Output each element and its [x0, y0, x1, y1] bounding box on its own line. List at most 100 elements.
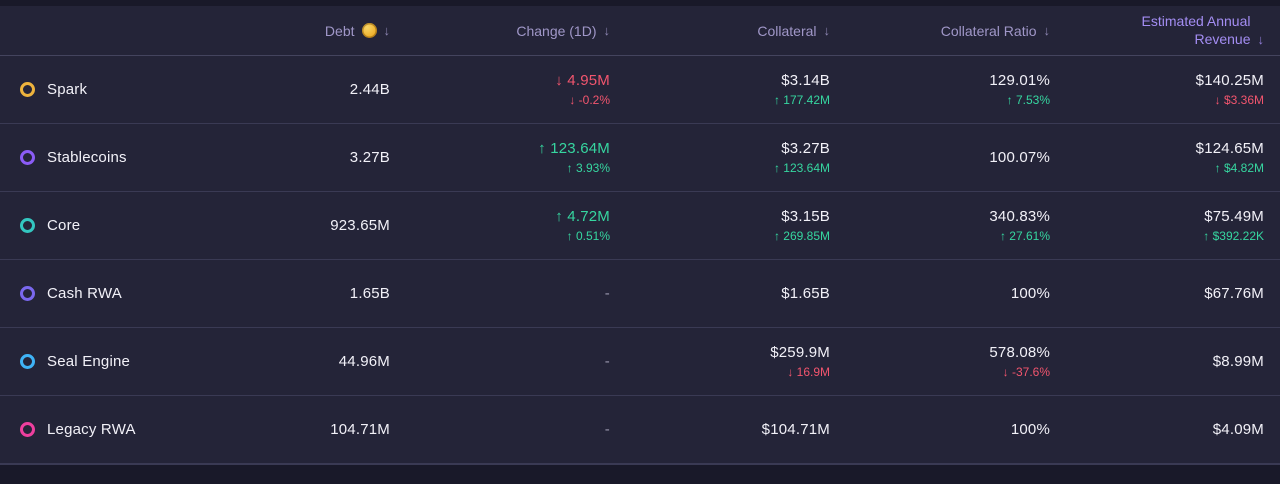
table-body: Spark 2.44B ↓ 4.95M ↓ -0.2% $3.14B ↑ 177… — [0, 56, 1280, 464]
sort-down-icon: ↓ — [383, 23, 391, 38]
collateral-ratio-cell: 340.83% ↑ 27.61% — [830, 208, 1050, 243]
column-label: Collateral Ratio — [940, 22, 1037, 39]
column-header-estimated-annual-revenue[interactable]: Estimated Annual Revenue ↓ — [1050, 13, 1264, 49]
asset-name: Stablecoins — [47, 149, 127, 166]
asset-ring-icon — [20, 82, 35, 97]
column-label: Change (1D) — [516, 22, 597, 39]
estimated-annual-revenue-cell: $67.76M — [1050, 285, 1264, 302]
collateral-ratio-value: 100.07% — [989, 149, 1050, 166]
collateral-value: $3.14B — [781, 72, 830, 89]
sort-down-icon: ↓ — [1043, 23, 1051, 38]
column-label: Collateral — [757, 22, 817, 39]
table-header-row: Debt ↓ Change (1D) ↓ Collateral ↓ Collat… — [0, 6, 1280, 56]
column-label: Estimated Annual Revenue — [1141, 12, 1251, 47]
collateral-ratio-value: 129.01% — [989, 72, 1050, 89]
collateral-cell: $1.65B — [610, 285, 830, 302]
collateral-value: $3.27B — [781, 140, 830, 157]
collateral-ratio-value: 100% — [1010, 421, 1050, 438]
cell-sub-value: ↓ $3.36M — [1214, 93, 1264, 107]
column-header-change-1d[interactable]: Change (1D) ↓ — [390, 23, 610, 39]
cell-sub-value: ↑ 0.51% — [566, 229, 610, 243]
change-1d-cell: - — [390, 421, 610, 438]
change-1d-cell: - — [390, 285, 610, 302]
change-1d-value: ↓ 4.95M — [555, 72, 610, 89]
debt-cell: 104.71M — [200, 421, 390, 438]
collateral-ratio-cell: 100.07% — [830, 149, 1050, 166]
asset-name: Spark — [47, 81, 88, 98]
cell-sub-value: ↑ 3.93% — [566, 161, 610, 175]
collateral-ratio-cell: 129.01% ↑ 7.53% — [830, 72, 1050, 107]
table-row[interactable]: Core 923.65M ↑ 4.72M ↑ 0.51% $3.15B ↑ 26… — [0, 192, 1280, 260]
collateral-cell: $104.71M — [610, 421, 830, 438]
cell-sub-value: ↑ 269.85M — [773, 229, 830, 243]
cell-sub-value: ↓ -0.2% — [569, 93, 610, 107]
debt-value: 44.96M — [338, 353, 390, 370]
collateral-ratio-cell: 100% — [830, 421, 1050, 438]
estimated-annual-revenue-cell: $8.99M — [1050, 353, 1264, 370]
table-row[interactable]: Stablecoins 3.27B ↑ 123.64M ↑ 3.93% $3.2… — [0, 124, 1280, 192]
asset-ring-icon — [20, 354, 35, 369]
asset-cell: Stablecoins — [20, 149, 200, 166]
estimated-annual-revenue-cell: $124.65M ↑ $4.82M — [1050, 140, 1264, 175]
column-header-collateral-ratio[interactable]: Collateral Ratio ↓ — [830, 23, 1050, 39]
collateral-value: $259.9M — [770, 344, 830, 361]
table-row[interactable]: Seal Engine 44.96M - $259.9M ↓ 16.9M 578… — [0, 328, 1280, 396]
debt-value: 104.71M — [330, 421, 390, 438]
change-1d-value: - — [604, 285, 610, 302]
asset-cell: Spark — [20, 81, 200, 98]
coin-icon — [361, 23, 377, 38]
asset-cell: Core — [20, 217, 200, 234]
asset-ring-icon — [20, 218, 35, 233]
collateral-cell: $259.9M ↓ 16.9M — [610, 344, 830, 379]
column-header-collateral[interactable]: Collateral ↓ — [610, 23, 830, 39]
cell-sub-value: ↓ -37.6% — [1002, 365, 1050, 379]
asset-name: Seal Engine — [47, 353, 131, 370]
estimated-annual-revenue-value: $75.49M — [1204, 208, 1264, 225]
collateral-ratio-value: 340.83% — [989, 208, 1050, 225]
change-1d-value: ↑ 4.72M — [555, 208, 610, 225]
estimated-annual-revenue-value: $140.25M — [1195, 72, 1264, 89]
collateral-ratio-value: 578.08% — [989, 344, 1050, 361]
change-1d-value: - — [604, 421, 610, 438]
debt-value: 2.44B — [349, 81, 390, 98]
asset-ring-icon — [20, 286, 35, 301]
change-1d-value: - — [604, 353, 610, 370]
change-1d-value: ↑ 123.64M — [538, 140, 610, 157]
cell-sub-value: ↑ 27.61% — [999, 229, 1050, 243]
collateral-ratio-cell: 578.08% ↓ -37.6% — [830, 344, 1050, 379]
table-row[interactable]: Legacy RWA 104.71M - $104.71M 100% $4.09… — [0, 396, 1280, 464]
table-row[interactable]: Spark 2.44B ↓ 4.95M ↓ -0.2% $3.14B ↑ 177… — [0, 56, 1280, 124]
sort-down-icon: ↓ — [603, 23, 611, 38]
collateral-cell: $3.14B ↑ 177.42M — [610, 72, 830, 107]
estimated-annual-revenue-value: $4.09M — [1212, 421, 1264, 438]
data-table: Debt ↓ Change (1D) ↓ Collateral ↓ Collat… — [0, 6, 1280, 464]
collateral-cell: $3.15B ↑ 269.85M — [610, 208, 830, 243]
estimated-annual-revenue-cell: $75.49M ↑ $392.22K — [1050, 208, 1264, 243]
collateral-ratio-value: 100% — [1010, 285, 1050, 302]
column-label: Debt — [324, 22, 355, 39]
estimated-annual-revenue-cell: $140.25M ↓ $3.36M — [1050, 72, 1264, 107]
cell-sub-value: ↓ 16.9M — [787, 365, 830, 379]
asset-name: Legacy RWA — [47, 421, 136, 438]
cell-sub-value: ↑ 177.42M — [773, 93, 830, 107]
cell-sub-value: ↑ $4.82M — [1214, 161, 1264, 175]
collateral-value: $3.15B — [781, 208, 830, 225]
column-header-debt[interactable]: Debt ↓ — [200, 23, 390, 39]
change-1d-cell: ↑ 4.72M ↑ 0.51% — [390, 208, 610, 243]
cell-sub-value: ↑ $392.22K — [1203, 229, 1264, 243]
bottom-edge — [0, 464, 1280, 484]
estimated-annual-revenue-value: $124.65M — [1195, 140, 1264, 157]
sort-down-icon: ↓ — [823, 23, 831, 38]
estimated-annual-revenue-value: $67.76M — [1204, 285, 1264, 302]
cell-sub-value: ↑ 123.64M — [773, 161, 830, 175]
collateral-value: $104.71M — [761, 421, 830, 438]
asset-name: Cash RWA — [47, 285, 122, 302]
collateral-ratio-cell: 100% — [830, 285, 1050, 302]
change-1d-cell: ↑ 123.64M ↑ 3.93% — [390, 140, 610, 175]
debt-cell: 2.44B — [200, 81, 390, 98]
table-row[interactable]: Cash RWA 1.65B - $1.65B 100% $67.76M — [0, 260, 1280, 328]
debt-value: 3.27B — [349, 149, 390, 166]
debt-cell: 1.65B — [200, 285, 390, 302]
change-1d-cell: - — [390, 353, 610, 370]
collateral-cell: $3.27B ↑ 123.64M — [610, 140, 830, 175]
